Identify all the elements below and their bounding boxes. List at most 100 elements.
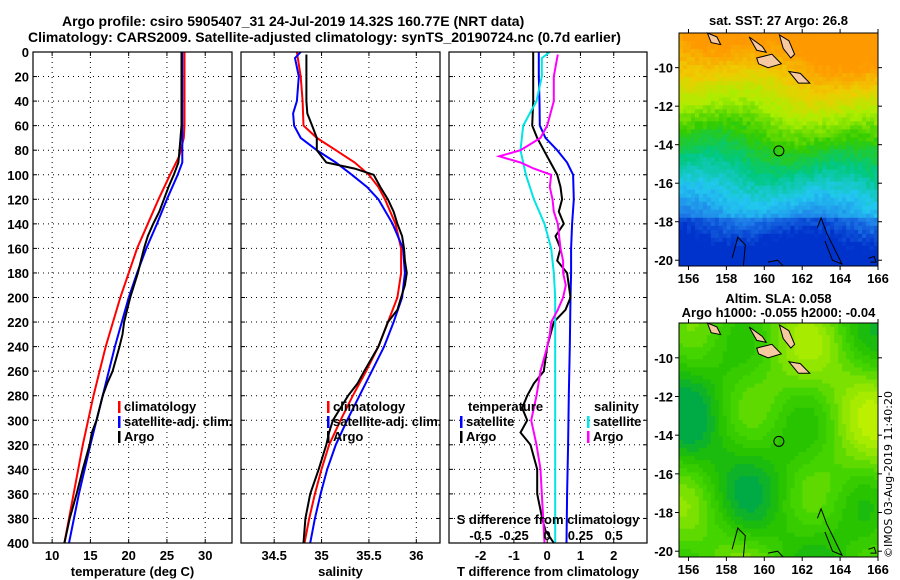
map-cell	[850, 213, 855, 219]
map-cell	[818, 141, 823, 146]
map-cell	[798, 185, 803, 191]
map-cell	[722, 41, 728, 46]
map-cell	[694, 157, 700, 162]
map-cell	[810, 347, 815, 352]
map-cell	[830, 97, 835, 102]
map-cell	[706, 221, 712, 227]
map-cell	[738, 177, 744, 183]
map-cell	[762, 97, 767, 102]
map-cell	[854, 411, 859, 417]
map-cell	[834, 53, 839, 58]
map-cell	[778, 261, 783, 267]
map-cell	[790, 448, 795, 453]
map-cell	[726, 444, 732, 449]
map-cell	[698, 145, 704, 150]
map-cell	[786, 391, 791, 397]
map-cell	[690, 65, 696, 70]
map-cell	[710, 403, 716, 409]
map-cell	[746, 185, 752, 191]
map-cell	[862, 85, 867, 90]
map-cell	[798, 411, 803, 417]
map-cell	[830, 225, 835, 231]
map-cell	[846, 444, 851, 449]
map-cell	[750, 233, 756, 239]
map-cell	[862, 213, 867, 219]
map-cell	[798, 157, 803, 162]
map-cell	[746, 97, 752, 102]
map-cell	[786, 452, 791, 457]
map-cell	[822, 205, 827, 211]
map-cell	[778, 157, 783, 162]
map-cell	[874, 49, 879, 54]
map-cell	[826, 327, 831, 332]
map-cell	[758, 141, 763, 146]
map-cell	[694, 423, 700, 429]
map-cell	[822, 173, 827, 179]
map-cell	[758, 133, 763, 138]
map-cell	[782, 105, 787, 110]
map-cell	[679, 375, 684, 380]
map-cell	[822, 93, 827, 98]
map-cell	[794, 61, 799, 66]
map-cell	[706, 49, 712, 54]
y-tick-label: 40	[15, 94, 29, 109]
map-cell	[778, 399, 783, 405]
map-cell	[850, 161, 855, 166]
map-cell	[714, 456, 720, 461]
map-cell	[758, 379, 763, 384]
map-cell	[802, 161, 807, 166]
map-cell	[702, 403, 708, 409]
map-cell	[730, 173, 736, 179]
map-cell	[698, 355, 704, 360]
map-cell	[850, 423, 855, 429]
map-cell	[822, 343, 827, 348]
map-cell	[818, 399, 823, 405]
map-cell	[806, 427, 811, 433]
map-cell	[850, 331, 855, 336]
map-cell	[870, 213, 875, 219]
map-cell	[706, 335, 712, 340]
map-cell	[730, 371, 736, 376]
map-cell	[818, 391, 823, 397]
map-cell	[766, 431, 771, 437]
map-cell	[746, 367, 752, 372]
map-cell	[822, 149, 827, 154]
map-cell	[794, 53, 799, 58]
map-cell	[750, 375, 756, 380]
map-cell	[794, 245, 799, 251]
legend-label: satellite	[593, 414, 641, 429]
map-cell	[794, 419, 799, 425]
map-cell	[770, 359, 775, 364]
map-cell	[682, 93, 688, 98]
map-cell	[762, 383, 767, 388]
map-cell	[734, 185, 740, 191]
map-cell	[806, 237, 811, 243]
map-cell	[810, 221, 815, 227]
map-cell	[810, 33, 815, 38]
map-cell	[770, 41, 775, 46]
map-cell	[774, 419, 779, 425]
map-cell	[798, 173, 803, 179]
map-cell	[702, 355, 708, 360]
map-cell	[850, 379, 855, 384]
map-cell	[742, 225, 748, 231]
map-cell	[794, 117, 799, 122]
map-cell	[706, 257, 712, 263]
map-cell	[790, 81, 795, 86]
map-cell	[874, 141, 879, 146]
map-cell	[750, 253, 756, 259]
map-cell	[758, 257, 763, 263]
map-cell	[814, 359, 819, 364]
map-cell	[834, 411, 839, 417]
map-cell	[774, 237, 779, 243]
map-cell	[866, 448, 871, 453]
map-cell	[698, 97, 704, 102]
map-cell	[782, 245, 787, 251]
map-cell	[742, 375, 748, 380]
map-cell	[730, 241, 736, 247]
map-cell	[698, 399, 704, 405]
map-cell	[722, 343, 728, 348]
map-cell	[794, 391, 799, 397]
map-cell	[842, 347, 847, 352]
map-cell	[698, 49, 704, 54]
